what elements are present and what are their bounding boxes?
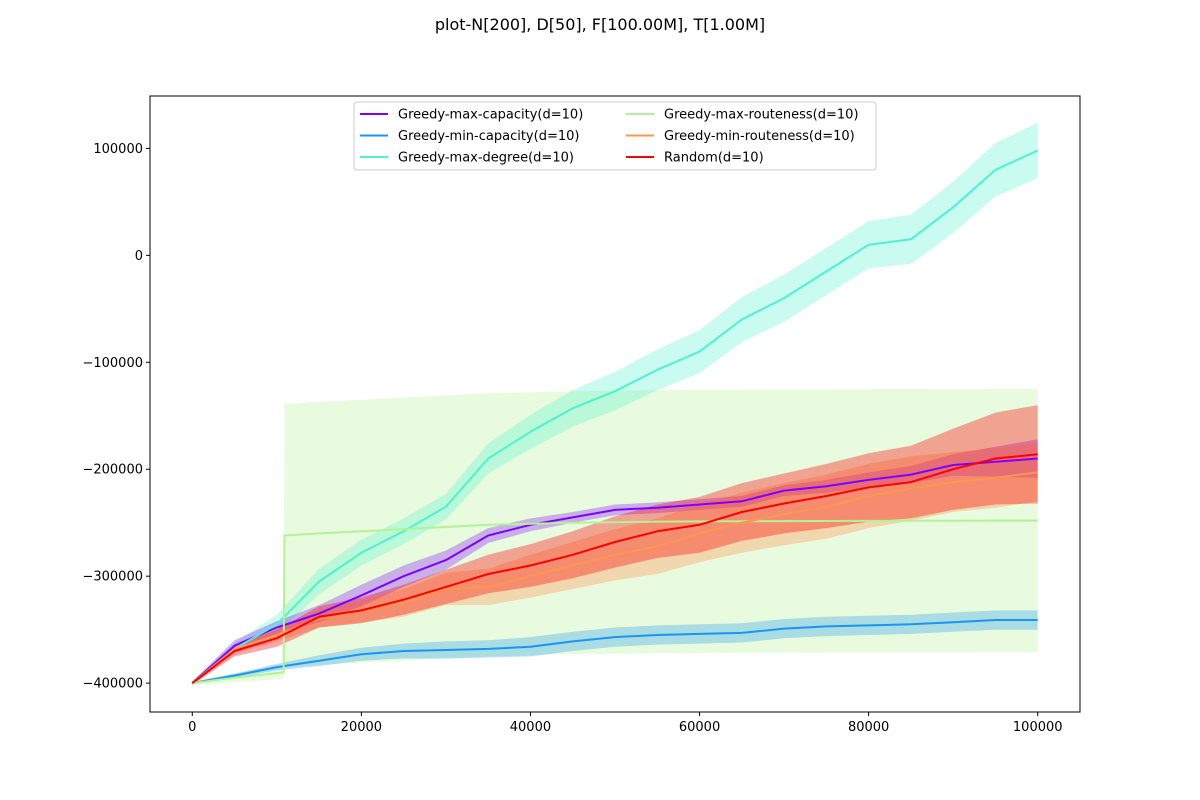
y-tick-label: −300000 bbox=[82, 570, 143, 585]
x-tick-label: 20000 bbox=[341, 720, 382, 735]
band-greedy-max-degree-d-10 bbox=[192, 122, 1038, 685]
line-greedy-max-routeness-d-10 bbox=[192, 519, 1038, 685]
legend-label: Greedy-max-degree(d=10) bbox=[398, 151, 574, 166]
band-greedy-min-routeness-d-10 bbox=[192, 443, 1038, 685]
x-tick-label: 40000 bbox=[510, 720, 551, 735]
line-greedy-min-capacity-d-10 bbox=[192, 619, 1038, 685]
y-tick-label: −100000 bbox=[82, 356, 143, 371]
line-greedy-max-capacity-d-10 bbox=[191, 457, 1038, 684]
x-axis: 0 20000 40000 60000 80000 100000 bbox=[188, 712, 1063, 735]
band-random-d-10 bbox=[192, 405, 1038, 685]
band-greedy-max-capacity-d-10 bbox=[192, 439, 1038, 685]
y-tick-label: −200000 bbox=[82, 463, 143, 478]
line-greedy-max-degree-d-10 bbox=[191, 149, 1039, 684]
series-lines bbox=[191, 149, 1039, 685]
plot-frame bbox=[149, 95, 1081, 713]
y-tick-label: 100000 bbox=[93, 142, 143, 157]
legend: Greedy-max-capacity(d=10) Greedy-min-capa… bbox=[353, 101, 877, 171]
legend-label: Random(d=10) bbox=[664, 151, 764, 166]
legend-box bbox=[353, 101, 877, 171]
x-tick-label: 100000 bbox=[1013, 720, 1063, 735]
error-bands bbox=[192, 122, 1038, 686]
x-tick-label: 60000 bbox=[679, 720, 720, 735]
y-tick-label: −400000 bbox=[82, 677, 143, 692]
line-random-d-10 bbox=[191, 453, 1038, 684]
chart-title: plot-N[200], D[50], F[100.00M], T[1.00M] bbox=[435, 15, 765, 34]
legend-label: Greedy-max-routeness(d=10) bbox=[664, 108, 859, 123]
x-tick-label: 0 bbox=[188, 720, 196, 735]
band-greedy-max-routeness-d-10 bbox=[192, 389, 1038, 686]
line-greedy-min-routeness-d-10 bbox=[191, 471, 1038, 684]
y-tick-label: 0 bbox=[135, 249, 143, 264]
y-axis: 100000 0 −100000 −200000 −300000 −400000 bbox=[82, 142, 150, 692]
legend-label: Greedy-min-capacity(d=10) bbox=[398, 129, 579, 144]
x-tick-label: 80000 bbox=[848, 720, 889, 735]
band-greedy-min-capacity-d-10 bbox=[192, 610, 1038, 685]
legend-label: Greedy-min-routeness(d=10) bbox=[664, 129, 855, 144]
legend-label: Greedy-max-capacity(d=10) bbox=[398, 108, 583, 123]
